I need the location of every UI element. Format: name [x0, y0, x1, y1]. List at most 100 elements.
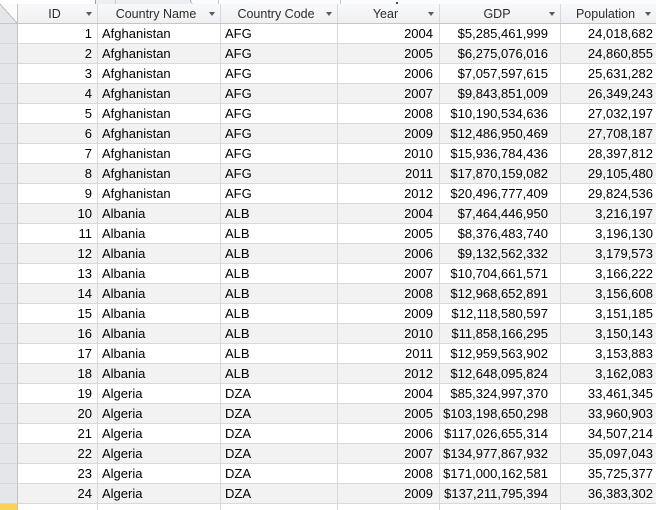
- cell-population[interactable]: 28,397,812: [561, 144, 656, 164]
- cell-country_name[interactable]: Afghanistan: [98, 24, 221, 44]
- new-record-cell-population[interactable]: [561, 504, 656, 510]
- document-tab[interactable]: [0, 0, 96, 4]
- row-selector[interactable]: [0, 244, 18, 264]
- cell-country_name[interactable]: Albania: [98, 244, 221, 264]
- column-header-country_name[interactable]: Country Name: [98, 4, 221, 23]
- cell-country_code[interactable]: AFG: [221, 144, 338, 164]
- cell-gdp[interactable]: $15,936,784,436: [440, 144, 561, 164]
- row-selector[interactable]: [0, 164, 18, 184]
- cell-year[interactable]: 2009: [338, 124, 440, 144]
- new-record-cell-gdp[interactable]: [440, 504, 561, 510]
- cell-id[interactable]: 19: [18, 384, 98, 404]
- cell-population[interactable]: 35,097,043: [561, 444, 656, 464]
- row-selector[interactable]: [0, 264, 18, 284]
- cell-year[interactable]: 2005: [338, 404, 440, 424]
- cell-year[interactable]: 2011: [338, 164, 440, 184]
- cell-country_code[interactable]: ALB: [221, 304, 338, 324]
- row-selector[interactable]: [0, 304, 18, 324]
- cell-population[interactable]: 3,153,883: [561, 344, 656, 364]
- cell-gdp[interactable]: $117,026,655,314: [440, 424, 561, 444]
- cell-country_code[interactable]: ALB: [221, 344, 338, 364]
- cell-country_code[interactable]: ALB: [221, 324, 338, 344]
- cell-population[interactable]: 3,196,130: [561, 224, 656, 244]
- cell-gdp[interactable]: $10,190,534,636: [440, 104, 561, 124]
- cell-id[interactable]: 14: [18, 284, 98, 304]
- row-selector[interactable]: [0, 464, 18, 484]
- cell-gdp[interactable]: $137,211,795,394: [440, 484, 561, 504]
- cell-country_name[interactable]: Afghanistan: [98, 84, 221, 104]
- cell-country_name[interactable]: Algeria: [98, 484, 221, 504]
- column-header-country_code[interactable]: Country Code: [221, 4, 338, 23]
- cell-population[interactable]: 25,631,282: [561, 64, 656, 84]
- cell-id[interactable]: 24: [18, 484, 98, 504]
- cell-year[interactable]: 2009: [338, 484, 440, 504]
- cell-country_name[interactable]: Afghanistan: [98, 124, 221, 144]
- cell-gdp[interactable]: $5,285,461,999: [440, 24, 561, 44]
- row-selector[interactable]: [0, 324, 18, 344]
- cell-country_code[interactable]: AFG: [221, 24, 338, 44]
- cell-id[interactable]: 22: [18, 444, 98, 464]
- cell-country_code[interactable]: DZA: [221, 464, 338, 484]
- cell-id[interactable]: 11: [18, 224, 98, 244]
- cell-population[interactable]: 3,179,573: [561, 244, 656, 264]
- column-header-gdp[interactable]: GDP: [440, 4, 561, 23]
- column-header-id[interactable]: ID: [18, 4, 98, 23]
- cell-country_name[interactable]: Albania: [98, 344, 221, 364]
- cell-population[interactable]: 34,507,214: [561, 424, 656, 444]
- cell-id[interactable]: 23: [18, 464, 98, 484]
- row-selector[interactable]: [0, 344, 18, 364]
- cell-id[interactable]: 10: [18, 204, 98, 224]
- cell-gdp[interactable]: $12,648,095,824: [440, 364, 561, 384]
- row-selector[interactable]: [0, 44, 18, 64]
- new-record-cell-year[interactable]: [338, 504, 440, 510]
- cell-country_code[interactable]: AFG: [221, 104, 338, 124]
- cell-id[interactable]: 16: [18, 324, 98, 344]
- cell-year[interactable]: 2008: [338, 284, 440, 304]
- cell-country_code[interactable]: AFG: [221, 164, 338, 184]
- row-selector[interactable]: [0, 84, 18, 104]
- cell-year[interactable]: 2004: [338, 204, 440, 224]
- cell-country_name[interactable]: Algeria: [98, 444, 221, 464]
- new-record-cell-country_name[interactable]: [98, 504, 221, 510]
- row-selector[interactable]: [0, 144, 18, 164]
- cell-id[interactable]: 9: [18, 184, 98, 204]
- cell-id[interactable]: 18: [18, 364, 98, 384]
- cell-gdp[interactable]: $12,486,950,469: [440, 124, 561, 144]
- cell-country_name[interactable]: Albania: [98, 364, 221, 384]
- cell-country_code[interactable]: DZA: [221, 444, 338, 464]
- cell-id[interactable]: 4: [18, 84, 98, 104]
- cell-year[interactable]: 2008: [338, 464, 440, 484]
- cell-country_code[interactable]: DZA: [221, 484, 338, 504]
- cell-country_name[interactable]: Afghanistan: [98, 164, 221, 184]
- cell-id[interactable]: 12: [18, 244, 98, 264]
- cell-id[interactable]: 13: [18, 264, 98, 284]
- new-record-cell-id[interactable]: [18, 504, 98, 510]
- cell-id[interactable]: 7: [18, 144, 98, 164]
- cell-country_name[interactable]: Afghanistan: [98, 64, 221, 84]
- cell-id[interactable]: 20: [18, 404, 98, 424]
- cell-population[interactable]: 33,960,903: [561, 404, 656, 424]
- row-selector[interactable]: [0, 204, 18, 224]
- row-selector[interactable]: [0, 364, 18, 384]
- cell-year[interactable]: 2005: [338, 44, 440, 64]
- cell-country_code[interactable]: AFG: [221, 64, 338, 84]
- cell-id[interactable]: 1: [18, 24, 98, 44]
- cell-gdp[interactable]: $7,464,446,950: [440, 204, 561, 224]
- cell-country_code[interactable]: AFG: [221, 184, 338, 204]
- cell-gdp[interactable]: $11,858,166,295: [440, 324, 561, 344]
- cell-population[interactable]: 3,166,222: [561, 264, 656, 284]
- cell-year[interactable]: 2006: [338, 424, 440, 444]
- cell-country_code[interactable]: ALB: [221, 224, 338, 244]
- cell-year[interactable]: 2010: [338, 144, 440, 164]
- row-selector[interactable]: [0, 24, 18, 44]
- cell-country_code[interactable]: DZA: [221, 404, 338, 424]
- cell-country_name[interactable]: Albania: [98, 224, 221, 244]
- cell-gdp[interactable]: $171,000,162,581: [440, 464, 561, 484]
- new-record-cell-country_code[interactable]: [221, 504, 338, 510]
- row-selector[interactable]: [0, 404, 18, 424]
- column-header-year[interactable]: Year: [338, 4, 440, 23]
- row-selector[interactable]: [0, 424, 18, 444]
- row-selector[interactable]: [0, 444, 18, 464]
- cell-population[interactable]: 3,162,083: [561, 364, 656, 384]
- cell-id[interactable]: 15: [18, 304, 98, 324]
